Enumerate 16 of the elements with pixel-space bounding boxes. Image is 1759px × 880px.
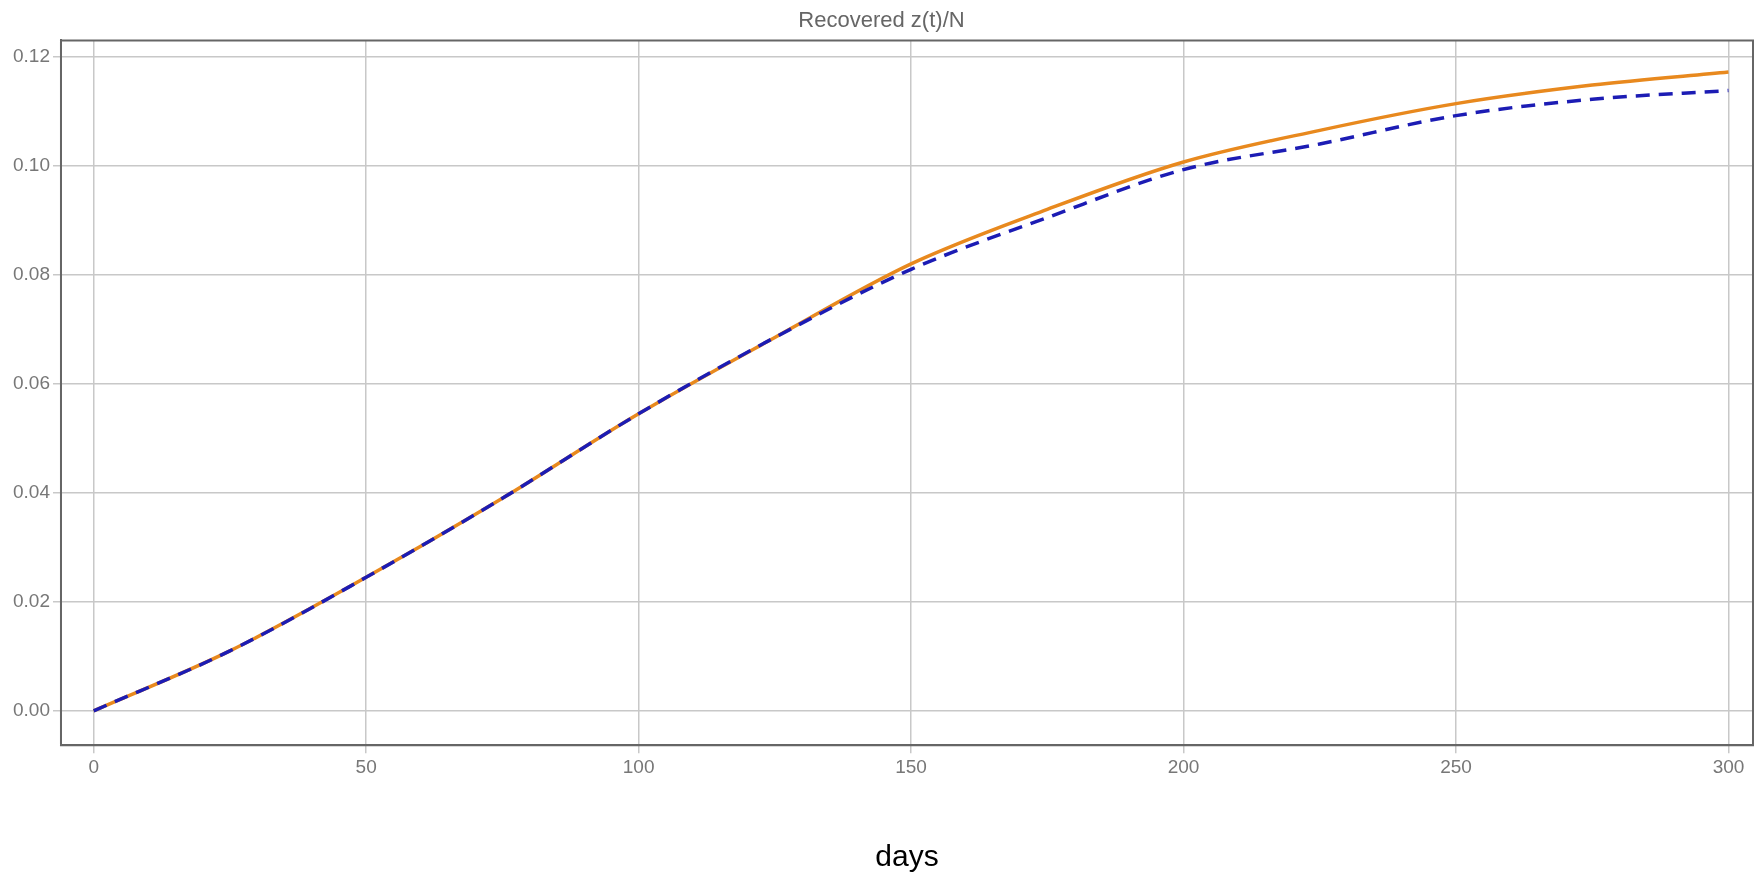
y-tick-label: 0.08 bbox=[13, 263, 50, 285]
y-tick-label: 0.00 bbox=[13, 699, 50, 721]
x-tick-label: 0 bbox=[88, 755, 99, 777]
y-tick-label: 0.06 bbox=[13, 372, 50, 394]
x-tick-label: 300 bbox=[1712, 755, 1745, 777]
y-tick-label: 0.02 bbox=[13, 590, 50, 612]
x-tick-label: 250 bbox=[1440, 755, 1472, 777]
chart-title: Recovered z(t)/N bbox=[798, 7, 965, 33]
y-tick-label: 0.04 bbox=[13, 481, 51, 503]
x-tick-label: 100 bbox=[622, 755, 655, 777]
x-tick-label: 50 bbox=[355, 755, 377, 777]
x-tick-label: 150 bbox=[895, 755, 927, 777]
x-tick-label: 200 bbox=[1167, 755, 1200, 777]
x-axis-title: days bbox=[875, 839, 939, 873]
y-tick-label: 0.12 bbox=[13, 44, 50, 66]
y-tick-label: 0.10 bbox=[13, 154, 50, 175]
